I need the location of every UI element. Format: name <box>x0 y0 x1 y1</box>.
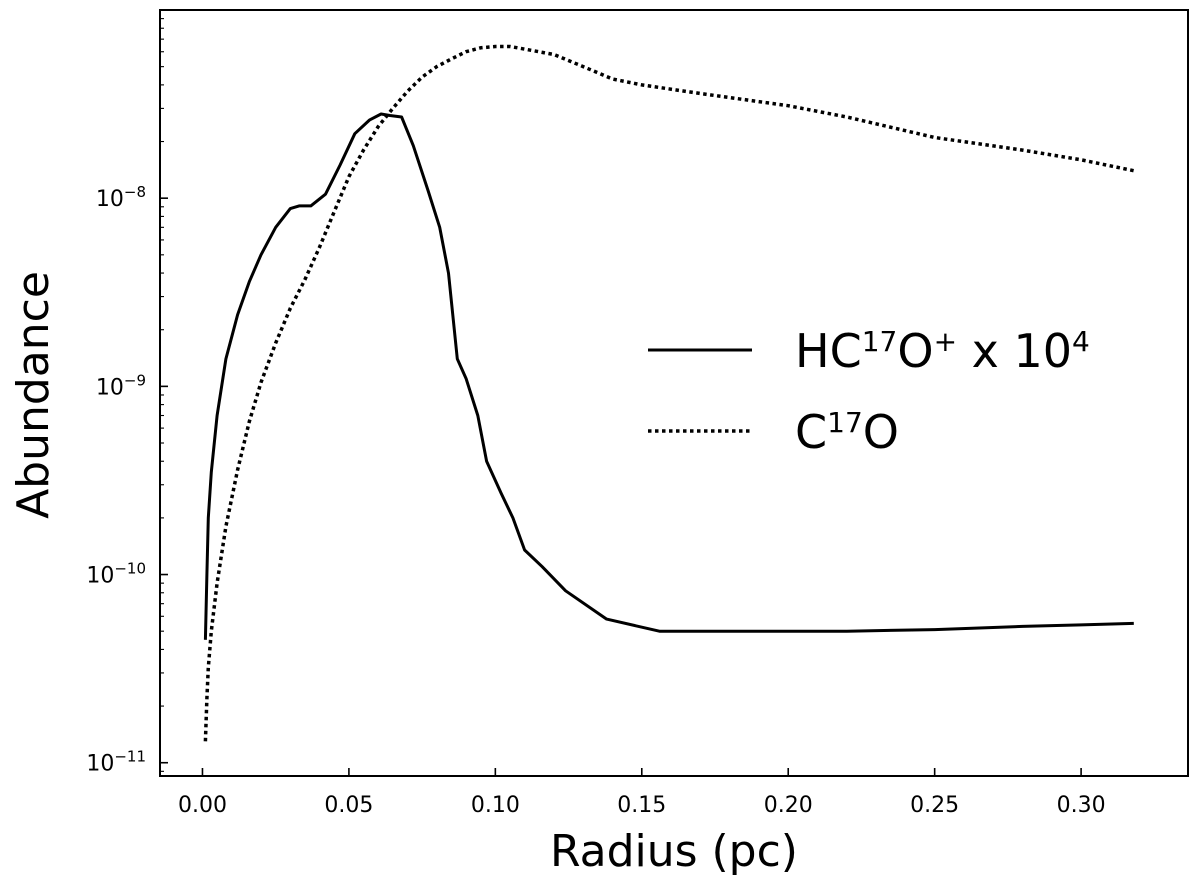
series-layer <box>203 44 1135 742</box>
series-line-c17o <box>203 44 1135 742</box>
x-tick-label: 0.20 <box>764 793 813 818</box>
y-tick-label: 10−9 <box>96 371 146 400</box>
legend-label-hc17o: HC17O+ x 104 <box>795 324 1090 378</box>
x-tick-label: 0.00 <box>178 793 227 818</box>
x-tick-label: 0.15 <box>617 793 666 818</box>
legend-label-c17o: C17O <box>795 405 899 459</box>
x-tick-label: 0.25 <box>910 793 959 818</box>
y-axis-ticks: 10−11 10−10 10−9 10−8 <box>86 18 168 777</box>
x-tick-label: 0.05 <box>324 793 373 818</box>
y-tick-label: 10−8 <box>96 183 146 212</box>
x-tick-label: 0.10 <box>471 793 520 818</box>
y-axis-label: Abundance <box>8 271 59 519</box>
plot-frame <box>159 9 1189 777</box>
series-line-hc17o <box>203 112 1134 640</box>
x-axis-label: Radius (pc) <box>550 826 798 877</box>
y-tick-label: 10−11 <box>86 748 146 777</box>
x-axis-ticks: 0.00 0.05 0.10 0.15 0.20 0.25 0.30 <box>178 768 1106 818</box>
x-tick-label: 0.30 <box>1057 793 1106 818</box>
legend: HC17O+ x 104 C17O <box>648 324 1090 459</box>
y-tick-label: 10−10 <box>86 560 146 589</box>
